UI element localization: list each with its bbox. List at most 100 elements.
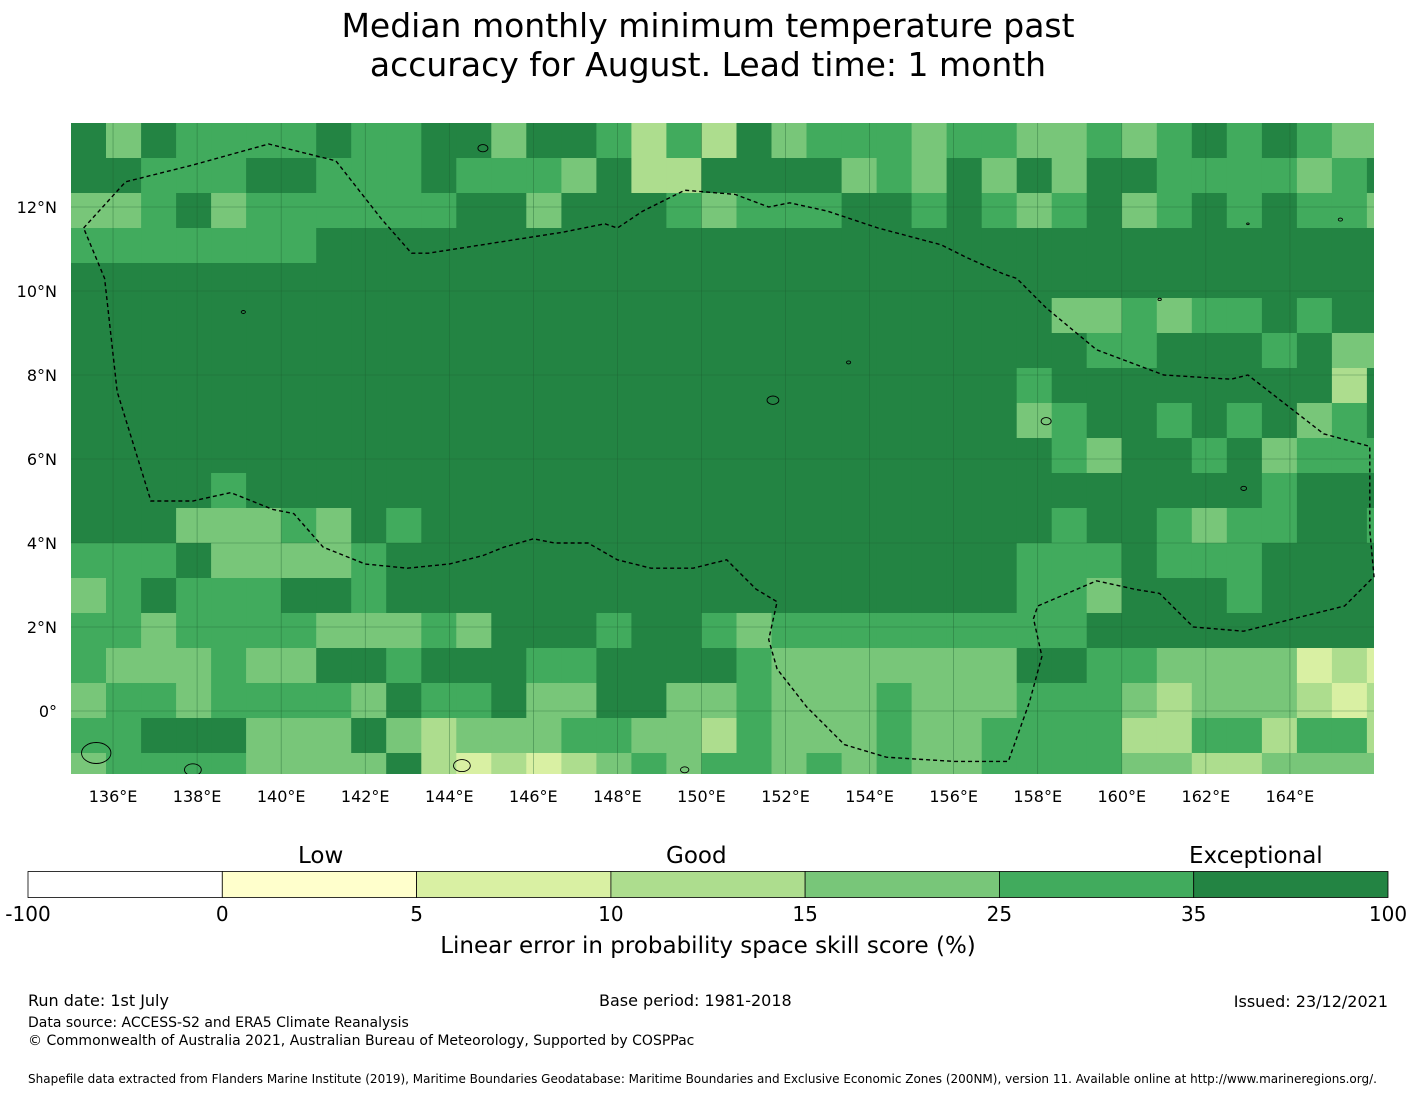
skill-cell bbox=[106, 543, 142, 579]
skill-cell bbox=[1051, 648, 1088, 684]
skill-cell bbox=[71, 543, 107, 579]
skill-cell bbox=[211, 613, 247, 649]
skill-cell bbox=[1051, 753, 1088, 774]
skill-cell bbox=[106, 683, 142, 719]
skill-cell bbox=[491, 333, 527, 369]
skill-cell bbox=[281, 228, 317, 264]
skill-cell bbox=[1121, 718, 1158, 754]
skill-cell bbox=[351, 543, 387, 579]
skill-cell bbox=[456, 333, 492, 369]
skill-cell bbox=[946, 683, 983, 719]
skill-cell bbox=[1121, 193, 1158, 229]
skill-cell bbox=[771, 438, 808, 474]
skill-cell bbox=[176, 543, 212, 579]
skill-cell bbox=[876, 438, 913, 474]
skill-cell bbox=[771, 718, 808, 754]
skill-cell bbox=[351, 613, 387, 649]
skill-cell bbox=[1051, 438, 1088, 474]
skill-cell bbox=[666, 403, 702, 439]
skill-cell bbox=[71, 753, 107, 774]
skill-cell bbox=[596, 228, 632, 264]
skill-cell bbox=[246, 753, 282, 774]
skill-cell bbox=[1086, 403, 1123, 439]
skill-cell bbox=[841, 683, 878, 719]
skill-cell bbox=[421, 718, 457, 754]
skill-cell bbox=[946, 473, 983, 509]
skill-cell bbox=[1296, 683, 1333, 719]
skill-cell bbox=[1366, 158, 1374, 194]
skill-cell bbox=[316, 263, 352, 299]
skill-cell bbox=[141, 613, 177, 649]
skill-cell bbox=[841, 333, 878, 369]
skill-cell bbox=[316, 333, 352, 369]
skill-cell bbox=[526, 753, 562, 774]
skill-cell bbox=[666, 508, 702, 544]
skill-cell bbox=[561, 193, 597, 229]
skill-cell bbox=[526, 193, 562, 229]
island-outline bbox=[680, 766, 690, 774]
skill-cell bbox=[1016, 193, 1053, 229]
skill-cell bbox=[841, 263, 878, 299]
skill-cell bbox=[246, 508, 282, 544]
skill-cell bbox=[806, 263, 843, 299]
skill-cell bbox=[246, 298, 282, 334]
skill-cell bbox=[981, 438, 1018, 474]
lat-tick-label: 4°N bbox=[27, 534, 57, 553]
skill-cell bbox=[176, 298, 212, 334]
colorbar-segment bbox=[221, 871, 418, 898]
skill-cell bbox=[1086, 648, 1123, 684]
skill-cell bbox=[351, 403, 387, 439]
skill-cell bbox=[1156, 298, 1193, 334]
skill-cell bbox=[491, 298, 527, 334]
colorbar-tick-label: 5 bbox=[410, 902, 423, 926]
skill-cell bbox=[1121, 263, 1158, 299]
skill-cell bbox=[141, 158, 177, 194]
skill-cell bbox=[1051, 368, 1088, 404]
skill-cell bbox=[806, 228, 843, 264]
skill-cell bbox=[246, 473, 282, 509]
skill-cell bbox=[491, 158, 527, 194]
skill-cell bbox=[456, 578, 492, 614]
skill-cell bbox=[386, 753, 422, 774]
skill-cell bbox=[1191, 158, 1228, 194]
skill-cell bbox=[281, 193, 317, 229]
skill-cell bbox=[281, 473, 317, 509]
skill-cell bbox=[946, 298, 983, 334]
skill-cell bbox=[1086, 613, 1123, 649]
skill-cell bbox=[1261, 298, 1298, 334]
skill-cell bbox=[1366, 648, 1374, 684]
skill-cell bbox=[771, 648, 808, 684]
skill-cell bbox=[1261, 368, 1298, 404]
skill-cell bbox=[1121, 648, 1158, 684]
skill-cell bbox=[351, 648, 387, 684]
skill-cell bbox=[701, 718, 738, 754]
lon-tick-label: 140°E bbox=[257, 787, 306, 806]
skill-cell bbox=[351, 228, 387, 264]
skill-cell bbox=[1156, 438, 1193, 474]
skill-cell bbox=[736, 263, 773, 299]
skill-cell bbox=[596, 613, 632, 649]
skill-cell bbox=[421, 438, 457, 474]
island-outline bbox=[240, 310, 246, 314]
skill-cell bbox=[1296, 228, 1333, 264]
colorbar-segment bbox=[1193, 871, 1389, 898]
skill-cell bbox=[421, 543, 457, 579]
lon-tick-label: 136°E bbox=[89, 787, 138, 806]
skill-cell bbox=[1051, 333, 1088, 369]
skill-cell bbox=[281, 543, 317, 579]
skill-cell bbox=[421, 473, 457, 509]
skill-cell bbox=[1121, 123, 1158, 159]
skill-cell bbox=[946, 753, 983, 774]
skill-cell bbox=[1296, 368, 1333, 404]
skill-cell bbox=[981, 473, 1018, 509]
skill-cell bbox=[1261, 718, 1298, 754]
skill-cell bbox=[316, 123, 352, 159]
skill-cell bbox=[666, 123, 702, 159]
skill-cell bbox=[386, 263, 422, 299]
skill-cell bbox=[561, 613, 597, 649]
skill-cell bbox=[1191, 333, 1228, 369]
skill-cell bbox=[1226, 403, 1263, 439]
skill-cell bbox=[911, 263, 948, 299]
skill-cell bbox=[281, 753, 317, 774]
skill-cell bbox=[561, 473, 597, 509]
